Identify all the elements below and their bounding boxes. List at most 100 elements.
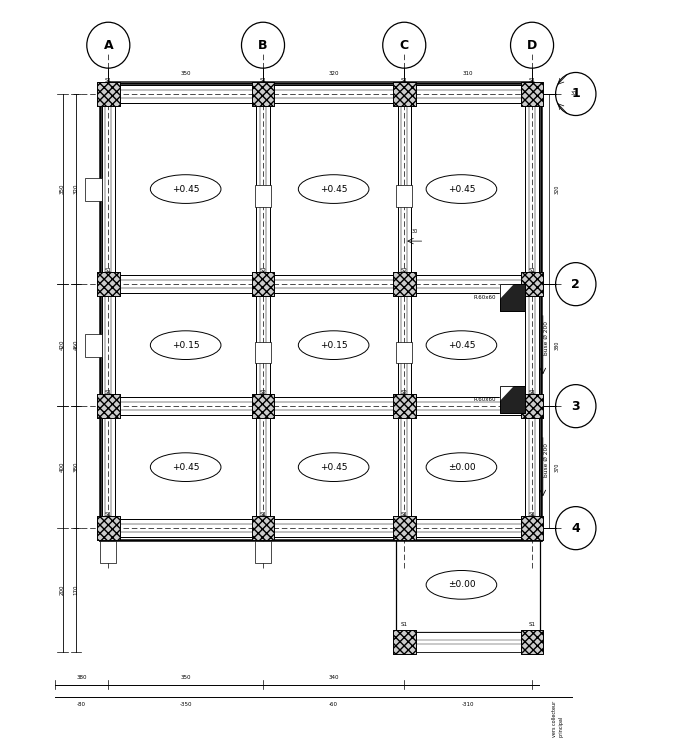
Text: ±0.00: ±0.00 <box>448 462 475 472</box>
Bar <box>398 82 411 539</box>
Text: -60: -60 <box>329 702 338 707</box>
Text: 170: 170 <box>73 585 79 596</box>
Text: S1: S1 <box>401 512 408 516</box>
Bar <box>97 516 120 540</box>
Text: A: A <box>104 39 113 52</box>
Bar <box>520 516 543 540</box>
Text: +0.45: +0.45 <box>320 462 347 472</box>
Bar <box>520 630 543 654</box>
Text: 3: 3 <box>572 399 580 413</box>
Bar <box>500 284 525 311</box>
Text: S1: S1 <box>528 390 536 395</box>
Text: D: D <box>527 39 537 52</box>
Text: S1: S1 <box>401 622 408 627</box>
Bar <box>97 516 120 540</box>
Text: +0.45: +0.45 <box>448 341 475 350</box>
Text: +0.15: +0.15 <box>320 341 348 350</box>
Text: -310: -310 <box>462 702 474 707</box>
Bar <box>251 394 274 419</box>
Bar <box>251 516 274 540</box>
Bar <box>393 394 416 419</box>
Text: S1: S1 <box>259 78 266 82</box>
Bar <box>97 82 120 106</box>
Text: +0.15: +0.15 <box>172 341 200 350</box>
Text: 350: 350 <box>181 674 191 679</box>
Text: vers collecteur
principal: vers collecteur principal <box>552 700 563 737</box>
Text: S1: S1 <box>105 512 112 516</box>
Bar <box>393 82 416 106</box>
Text: +0.45: +0.45 <box>172 462 200 472</box>
Text: 30: 30 <box>411 229 417 234</box>
Text: ±0.00: ±0.00 <box>448 580 475 589</box>
Text: B: B <box>258 39 268 52</box>
Bar <box>393 630 416 654</box>
Bar <box>102 82 115 539</box>
Text: 460: 460 <box>73 340 79 350</box>
Bar <box>520 82 543 106</box>
Text: 380: 380 <box>76 674 87 679</box>
Text: 400: 400 <box>60 462 65 473</box>
Text: S1: S1 <box>528 268 536 273</box>
Bar <box>520 630 543 654</box>
Bar <box>255 185 271 207</box>
Text: buse Ø 200: buse Ø 200 <box>544 443 549 477</box>
Bar <box>97 272 120 296</box>
Bar <box>97 394 120 419</box>
Bar <box>393 82 416 106</box>
Text: S2: S2 <box>259 390 266 395</box>
Text: 420: 420 <box>60 340 65 350</box>
Text: S1: S1 <box>105 78 112 82</box>
Text: S1: S1 <box>528 78 536 82</box>
Text: S1: S1 <box>105 390 112 395</box>
Bar <box>500 386 525 413</box>
Text: 370: 370 <box>554 462 559 472</box>
Text: 380: 380 <box>73 462 79 473</box>
Text: S1: S1 <box>528 622 536 627</box>
Bar <box>97 82 120 106</box>
Bar <box>393 630 416 654</box>
Bar <box>396 632 540 652</box>
Bar <box>520 394 543 419</box>
Bar <box>500 386 525 413</box>
Bar <box>525 82 539 539</box>
Text: R.60x60: R.60x60 <box>474 397 497 402</box>
Bar <box>396 342 412 363</box>
Bar <box>251 272 274 296</box>
Text: S2: S2 <box>259 268 266 273</box>
Text: 4: 4 <box>572 522 580 535</box>
Bar <box>520 82 543 106</box>
Bar <box>97 272 120 296</box>
Text: buse Ø 200: buse Ø 200 <box>544 321 549 355</box>
Text: 320: 320 <box>554 185 559 193</box>
Text: 320: 320 <box>73 184 79 194</box>
Text: 380: 380 <box>554 340 559 350</box>
Text: R.60x60: R.60x60 <box>474 296 497 300</box>
Text: S2: S2 <box>401 268 408 273</box>
Bar <box>393 272 416 296</box>
Bar <box>500 284 525 311</box>
Bar <box>100 84 541 103</box>
Bar <box>251 272 274 296</box>
Text: 310: 310 <box>463 71 473 76</box>
Text: C: C <box>400 39 409 52</box>
Text: 320: 320 <box>328 71 339 76</box>
Bar <box>520 394 543 419</box>
Text: 350: 350 <box>60 184 65 194</box>
Polygon shape <box>500 386 514 401</box>
Text: S1: S1 <box>105 268 112 273</box>
Bar <box>393 516 416 540</box>
Bar <box>393 516 416 540</box>
Bar <box>256 82 270 539</box>
Bar <box>396 185 412 207</box>
Text: 1: 1 <box>572 87 580 101</box>
Polygon shape <box>500 284 514 299</box>
Bar <box>520 272 543 296</box>
Bar <box>100 519 541 537</box>
Bar <box>520 516 543 540</box>
Text: 2: 2 <box>572 278 580 290</box>
Bar <box>100 541 117 562</box>
Text: S1: S1 <box>401 78 408 82</box>
Bar <box>97 394 120 419</box>
Text: S1: S1 <box>528 512 536 516</box>
Bar <box>100 397 541 416</box>
